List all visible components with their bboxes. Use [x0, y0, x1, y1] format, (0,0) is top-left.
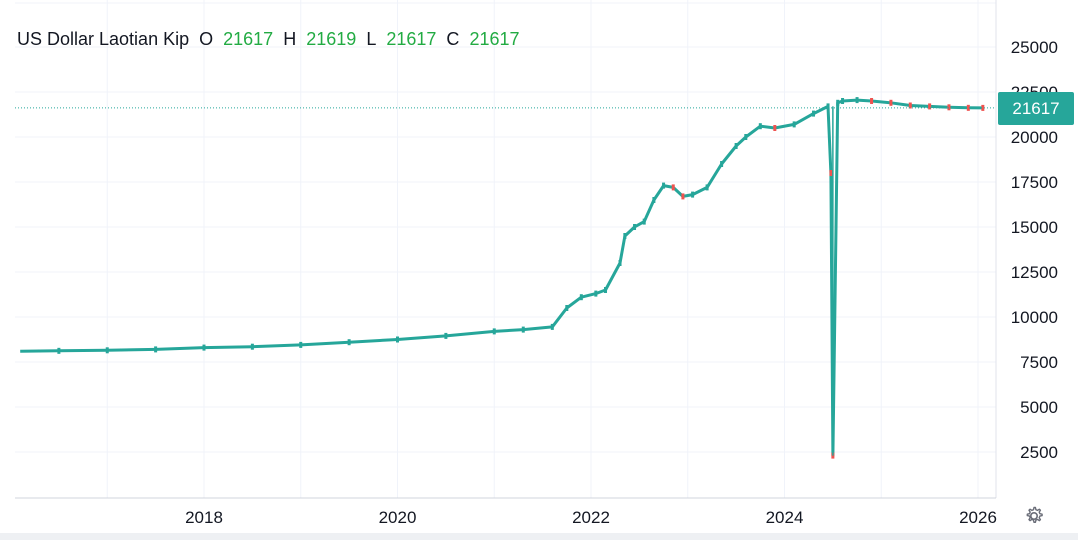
gear-icon[interactable]	[1022, 504, 1046, 528]
price-point	[579, 294, 583, 301]
price-point	[792, 121, 796, 128]
legend-low-label: L	[366, 29, 377, 49]
price-point	[565, 305, 569, 311]
price-point	[928, 103, 932, 110]
grid-lines	[15, 0, 996, 498]
price-point	[773, 125, 777, 131]
price-point	[826, 103, 830, 110]
y-tick-label: 10000	[1011, 308, 1058, 327]
price-point	[829, 170, 833, 176]
price-point	[299, 341, 303, 348]
price-point	[744, 134, 748, 140]
price-point	[671, 184, 675, 191]
price-point	[105, 347, 109, 354]
y-tick-label: 17500	[1011, 173, 1058, 192]
y-tick-label: 15000	[1011, 218, 1058, 237]
price-point	[889, 99, 893, 106]
price-point	[947, 104, 951, 111]
price-point	[347, 339, 351, 346]
price-point	[521, 326, 525, 333]
price-point	[855, 97, 859, 104]
price-point	[812, 110, 816, 117]
price-point	[720, 161, 724, 167]
price-point	[681, 193, 685, 200]
chart-legend: US Dollar Laotian Kip O 21617 H 21619 L …	[17, 29, 525, 50]
price-point	[492, 328, 496, 335]
y-tick-label: 25000	[1011, 38, 1058, 57]
x-tick-label: 2022	[572, 508, 610, 527]
price-series	[15, 97, 996, 459]
price-point	[444, 332, 448, 339]
price-point	[841, 98, 845, 104]
x-tick-label: 2020	[379, 508, 417, 527]
y-tick-label: 20000	[1011, 128, 1058, 147]
price-point	[618, 260, 622, 266]
legend-open-label: O	[199, 29, 214, 49]
x-axis-labels: 2018 2020 2022 2024 2026	[185, 508, 997, 527]
price-point	[57, 347, 61, 354]
price-point	[642, 218, 646, 225]
price-point	[691, 191, 695, 198]
y-tick-label: 7500	[1020, 353, 1058, 372]
last-price-tag: 21617	[998, 91, 1074, 125]
price-point	[758, 123, 762, 130]
price-point	[604, 287, 608, 293]
x-tick-label: 2026	[959, 508, 997, 527]
legend-open-value: 21617	[223, 29, 274, 49]
price-point	[908, 102, 912, 109]
price-point	[594, 290, 598, 297]
price-point	[623, 233, 627, 239]
legend-low-value: 21617	[386, 29, 437, 49]
y-tick-label: 2500	[1020, 443, 1058, 462]
legend-high-label: H	[283, 29, 297, 49]
price-point	[705, 184, 709, 191]
x-tick-label: 2018	[185, 508, 223, 527]
price-point	[154, 346, 158, 353]
x-tick-label: 2024	[766, 508, 804, 527]
price-line	[20, 98, 983, 458]
legend-high-value: 21619	[306, 29, 357, 49]
price-point	[836, 99, 840, 106]
legend-close-label: C	[446, 29, 460, 49]
price-point	[652, 197, 656, 203]
axes	[15, 0, 997, 499]
price-point	[662, 182, 666, 189]
price-point	[870, 98, 874, 104]
price-point	[396, 336, 399, 343]
price-point	[250, 343, 254, 350]
legend-close-value: 21617	[469, 29, 520, 49]
price-point	[550, 323, 554, 330]
price-point	[981, 104, 985, 111]
price-point	[202, 344, 206, 351]
price-point	[734, 143, 738, 149]
price-point	[633, 224, 637, 230]
price-point	[966, 104, 970, 111]
y-tick-label: 5000	[1020, 398, 1058, 417]
legend-title: US Dollar Laotian Kip	[17, 29, 190, 49]
bottom-toolbar-strip	[0, 533, 1078, 540]
y-tick-label: 12500	[1011, 263, 1058, 282]
